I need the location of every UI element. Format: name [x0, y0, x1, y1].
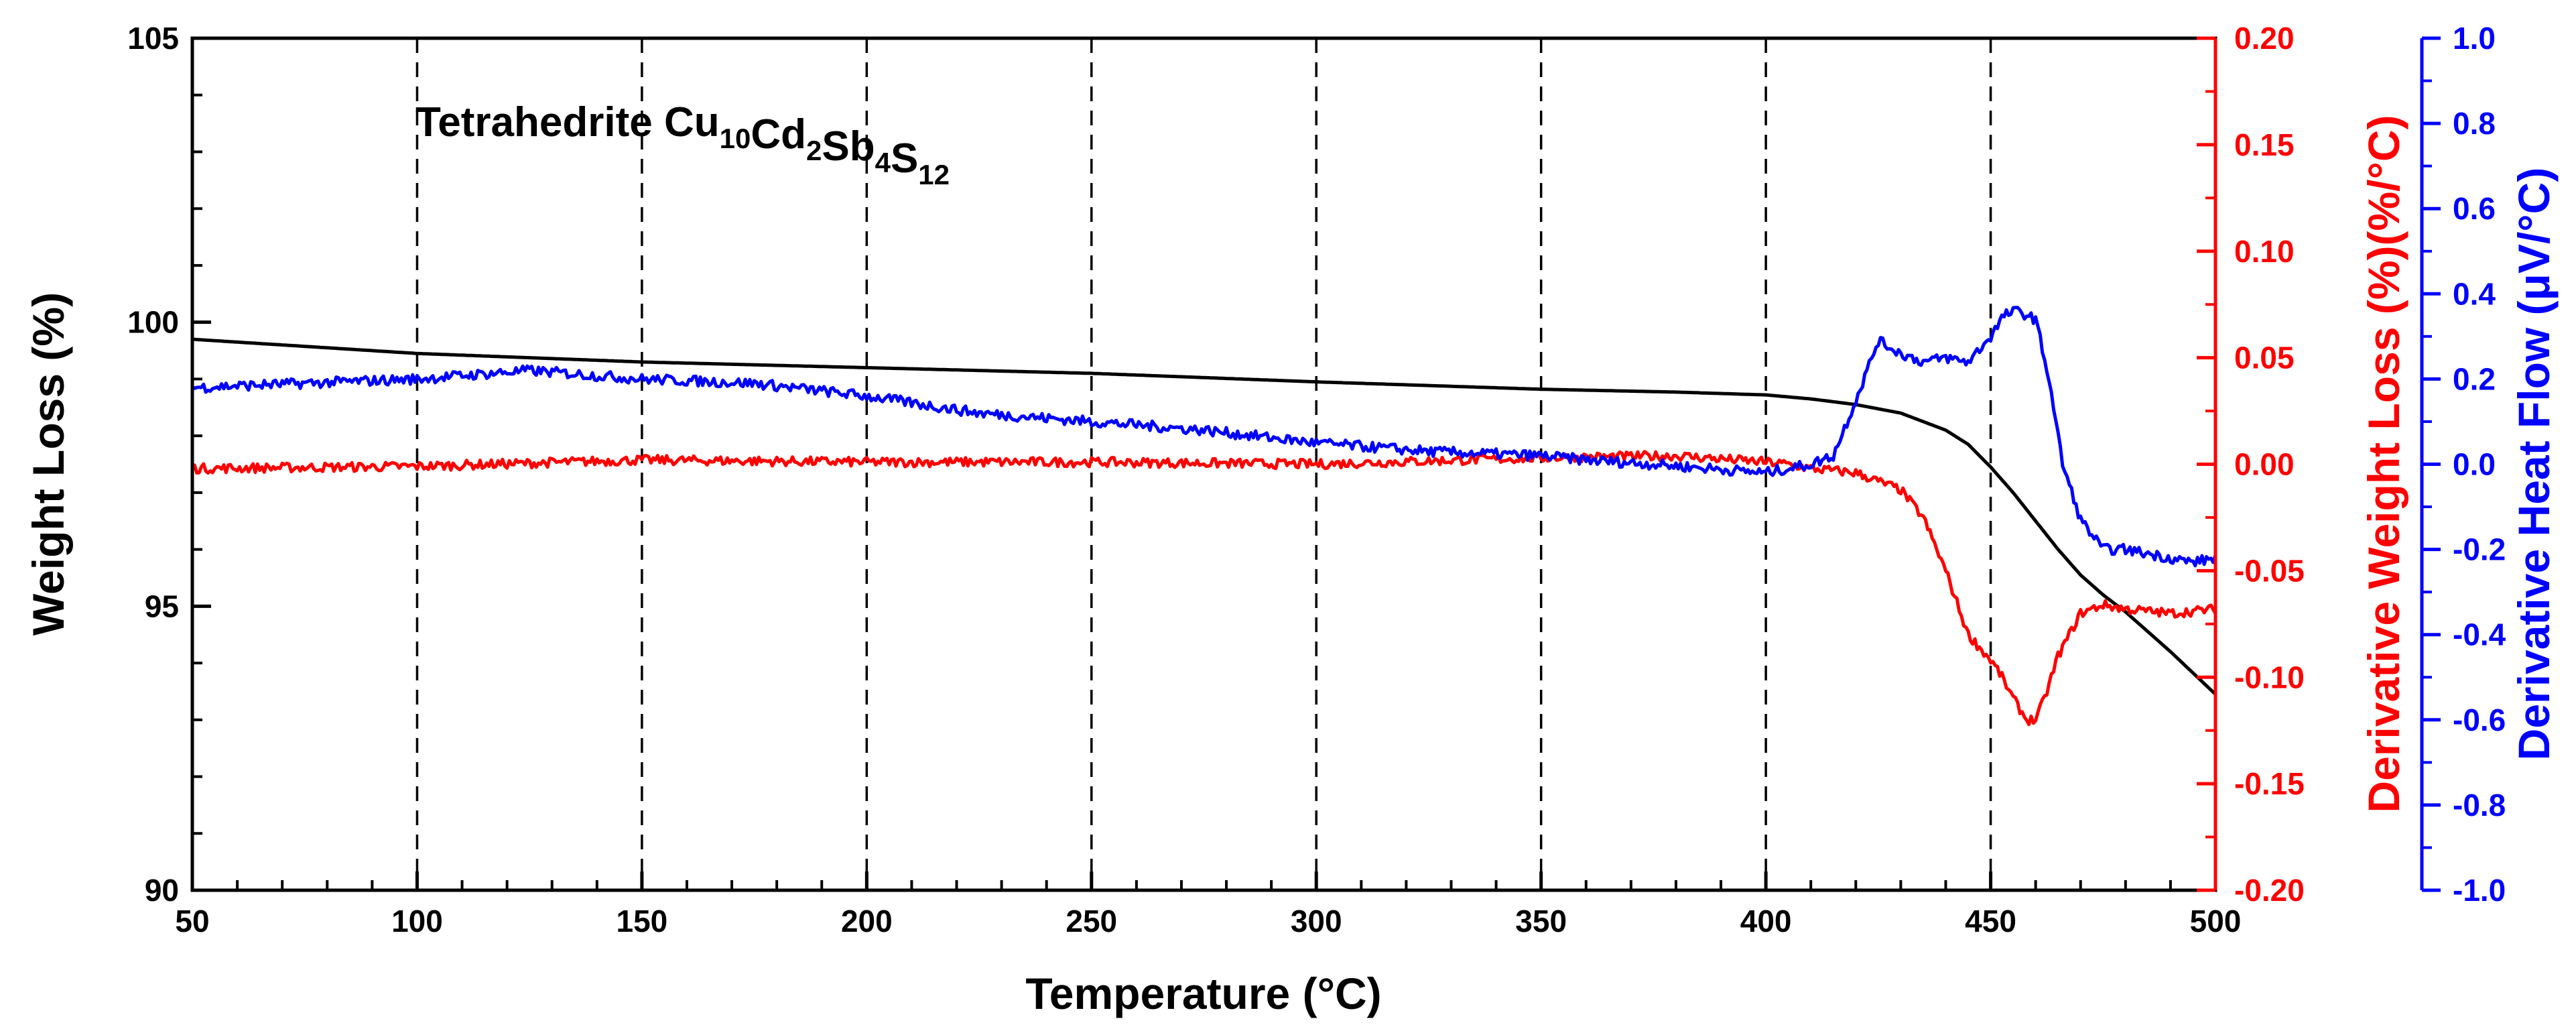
left-tick-label: 90	[145, 873, 179, 908]
right2-tick-label: -0.2	[2453, 532, 2506, 567]
right1-tick-label: -0.10	[2234, 660, 2305, 694]
left-axis: 90 95 100 105	[127, 21, 211, 908]
right1-tick-label: 0.20	[2234, 21, 2295, 56]
right2-tick-label: 1.0	[2453, 21, 2496, 56]
right1-tick-label: -0.20	[2234, 873, 2305, 908]
series-line-derivative-heat-flow	[191, 306, 2217, 568]
x-tick-label: 400	[1740, 904, 1792, 938]
x-tick-label: 450	[1965, 904, 2016, 938]
left-axis-title: Weight Loss (%)	[23, 292, 73, 635]
annotation-subscript: 10	[720, 123, 751, 154]
annotation-subscript: 2	[806, 135, 822, 166]
right-axis-derivative-weight: -0.20 -0.15 -0.10 -0.05 0.00 0.05 0.10 0.15 0.20	[2197, 21, 2305, 908]
series-layer	[190, 306, 2217, 727]
annotation-subscript: 12	[918, 159, 950, 190]
right1-axis-title: Derivative Weight Loss (%)(%/°C)	[2359, 115, 2408, 812]
right2-tick-label: -0.8	[2453, 788, 2506, 823]
annotation-subscript: 4	[875, 147, 891, 178]
right1-tick-label: 0.00	[2234, 447, 2295, 482]
series-line-derivative-weight-loss	[190, 450, 2217, 727]
x-axis-title: Temperature (°C)	[1025, 969, 1381, 1018]
right2-tick-label: 0.2	[2453, 361, 2496, 396]
left-tick-label: 95	[145, 589, 179, 623]
annotation-element: Sb	[822, 123, 875, 170]
right2-tick-label: 0.4	[2453, 276, 2496, 311]
right2-tick-label: 0.6	[2453, 191, 2496, 226]
x-tick-label: 200	[841, 904, 893, 938]
sample-annotation: Tetrahedrite Cu10Cd2Sb4S12	[415, 99, 950, 190]
right2-tick-label: -0.6	[2453, 703, 2506, 737]
right1-tick-label: -0.15	[2234, 766, 2305, 801]
right1-tick-label: 0.05	[2234, 341, 2295, 375]
annotation-prefix: Tetrahedrite	[415, 99, 664, 145]
right2-tick-label: -1.0	[2453, 873, 2506, 908]
right2-axis-title: Derivative Heat Flow (μV/°C)	[2509, 168, 2559, 761]
right2-tick-label: 0.0	[2453, 447, 2496, 482]
x-tick-label: 250	[1066, 904, 1117, 938]
x-tick-label: 500	[2190, 904, 2242, 938]
left-tick-label: 105	[127, 21, 179, 56]
vertical-gridlines	[415, 38, 1992, 890]
right1-tick-label: 0.10	[2234, 234, 2295, 269]
right2-tick-label: 0.8	[2453, 106, 2496, 141]
annotation-element: Cu	[664, 99, 720, 145]
x-tick-label: 150	[617, 904, 668, 938]
series-line-weight-loss	[192, 337, 2217, 696]
x-tick-label: 300	[1291, 904, 1342, 938]
x-tick-label: 50	[175, 904, 209, 938]
annotation-element: Cd	[751, 111, 806, 158]
right1-tick-label: -0.05	[2234, 553, 2305, 588]
x-tick-label: 100	[391, 904, 443, 938]
right-axis-heat-flow: -1.0 -0.8 -0.6 -0.4 -0.2 0.0 0.2 0.4 0.6 0.8 1.0	[2420, 21, 2506, 908]
annotation-element: S	[891, 135, 918, 182]
right1-tick-label: 0.15	[2234, 127, 2295, 162]
x-axis: 50 100 150 200 250 300 350 400 450 500	[175, 871, 2241, 938]
right2-tick-label: -0.4	[2453, 617, 2506, 652]
x-tick-label: 350	[1515, 904, 1567, 938]
left-tick-label: 100	[127, 305, 179, 340]
